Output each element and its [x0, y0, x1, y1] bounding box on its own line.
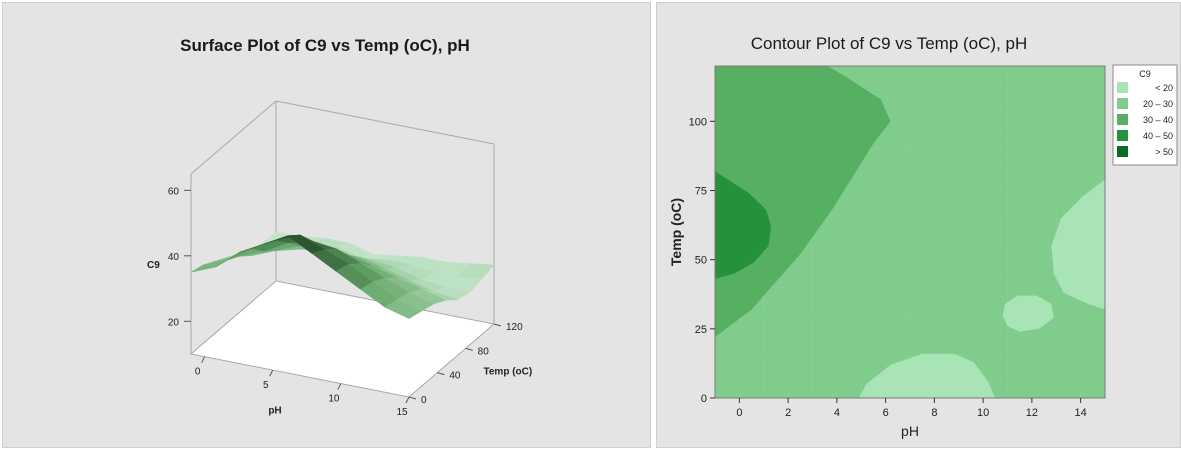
contour-legend-swatch	[1117, 130, 1128, 141]
surface-z-tick-label: 40	[168, 252, 180, 263]
contour-legend-swatch	[1117, 82, 1128, 93]
contour-legend-label: 20 – 30	[1143, 99, 1173, 109]
contour-x-tick-label: 8	[931, 407, 937, 419]
surface-y-tick-label: 0	[421, 395, 427, 406]
surface-z-tick-label: 20	[168, 317, 180, 328]
surface-x-tick-label: 5	[263, 380, 269, 391]
contour-legend-swatch	[1117, 114, 1128, 125]
surface-y-tick-label: 80	[478, 346, 490, 357]
surface-box-edge	[190, 100, 277, 175]
contour-legend-swatch	[1117, 146, 1128, 157]
surface-x-tick	[405, 396, 410, 404]
contour-region-1	[715, 171, 772, 279]
contour-plot-panel: Contour Plot of C9 vs Temp (oC), pH 0 2 4 6…	[656, 2, 1181, 448]
surface-z-axis-label: C9	[147, 260, 160, 271]
surface-y-tick	[437, 372, 445, 376]
surface-x-tick-label: 10	[328, 394, 340, 405]
surface-y-tick	[408, 396, 417, 400]
surface-patch	[190, 259, 228, 273]
contour-legend-label: 30 – 40	[1143, 115, 1173, 125]
surface-y-tick	[465, 347, 473, 351]
surface-z-tick-label: 60	[168, 186, 180, 197]
contour-legend-label: 40 – 50	[1143, 131, 1173, 141]
surface-x-tick	[337, 383, 342, 390]
surface-patch	[384, 299, 422, 319]
contour-x-tick-label: 14	[1075, 407, 1087, 419]
contour-y-tick-label: 0	[701, 393, 707, 405]
surface-y-tick-label: 40	[449, 371, 461, 382]
contour-legend-swatch	[1117, 98, 1128, 109]
contour-y-tick-label: 100	[689, 116, 707, 128]
contour-y-tick-label: 25	[695, 324, 707, 336]
contour-y-tick-label: 50	[695, 255, 707, 267]
contour-region-2	[858, 353, 996, 398]
surface-title: Surface Plot of C9 vs Temp (oC), pH	[180, 36, 470, 55]
contour-region-0	[715, 66, 891, 338]
contour-x-tick-label: 0	[736, 407, 742, 419]
surface-x-tick-label: 15	[396, 407, 408, 418]
surface-y-tick	[493, 323, 502, 327]
contour-legend-label: < 20	[1155, 83, 1173, 93]
contour-region-3	[1002, 295, 1054, 332]
contour-x-axis-label: pH	[901, 423, 919, 439]
surface-y-axis-label: Temp (oC)	[484, 367, 533, 378]
contour-plot-frame	[714, 65, 1106, 399]
surface-plot-panel: Surface Plot of C9 vs Temp (oC), pH 0 5 10…	[2, 2, 651, 448]
surface-box-edge	[275, 100, 495, 145]
contour-x-tick-label: 12	[1026, 407, 1038, 419]
contour-plot: Contour Plot of C9 vs Temp (oC), pH 0 2 4 6…	[668, 34, 1178, 439]
surface-x-axis-label: pH	[268, 406, 281, 417]
contour-title: Contour Plot of C9 vs Temp (oC), pH	[751, 34, 1028, 53]
surface-plot: Surface Plot of C9 vs Temp (oC), pH 0 5 10…	[147, 36, 533, 418]
contour-y-tick-label: 75	[695, 186, 707, 198]
surface-y-tick-label: 120	[506, 322, 523, 333]
contour-x-tick-label: 6	[883, 407, 889, 419]
contour-x-tick-label: 10	[977, 407, 989, 419]
contour-region-4	[1051, 179, 1105, 310]
contour-legend-title: C9	[1139, 69, 1151, 79]
surface-x-tick	[201, 356, 206, 363]
contour-y-axis-label: Temp (oC)	[668, 198, 684, 266]
contour-x-tick-label: 2	[785, 407, 791, 419]
contour-legend-label: > 50	[1155, 147, 1173, 157]
surface-x-tick	[269, 369, 274, 377]
contour-x-tick-label: 4	[834, 407, 840, 419]
surface-x-tick-label: 0	[195, 367, 201, 378]
